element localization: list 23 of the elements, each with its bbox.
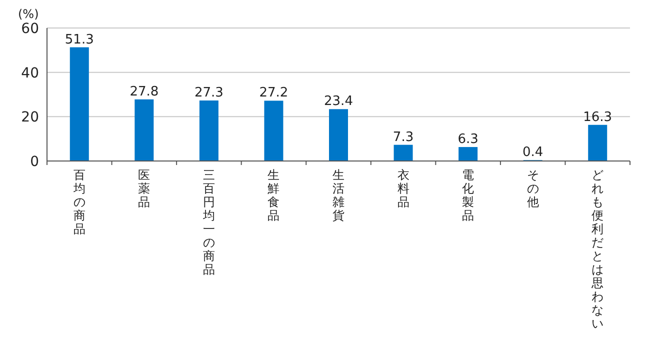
x-tick-label: その他 (526, 168, 539, 209)
y-tick-label: 0 (30, 154, 39, 170)
x-tick-label: 三百円均一の商品 (202, 168, 215, 276)
x-tick-label: 医薬品 (138, 168, 150, 209)
data-label: 6.3 (458, 132, 478, 148)
x-tick-label: 衣料品 (397, 168, 410, 209)
data-label: 7.3 (392, 130, 414, 145)
y-tick-label: 60 (21, 21, 39, 37)
y-tick-label: 40 (21, 65, 39, 82)
x-tick-label: 電化製品 (462, 168, 474, 222)
x-tick-label: 生鮮食品 (268, 168, 280, 222)
data-label: 27.8 (130, 84, 159, 100)
data-label: 0.4 (522, 145, 544, 160)
category-label: どれも便利だとは思わない (592, 168, 604, 330)
data-label: 23.4 (324, 94, 353, 110)
data-label: 27.3 (194, 85, 224, 100)
x-tick-label: 百均の商品 (72, 168, 86, 236)
data-label: 51.3 (64, 32, 94, 48)
data-label: 27.2 (259, 86, 288, 101)
data-label: 16.3 (583, 110, 612, 125)
x-tick-label: 生活雑貨 (332, 168, 344, 222)
y-tick-label: 20 (21, 110, 39, 126)
y-axis-title: (%) (18, 7, 39, 21)
